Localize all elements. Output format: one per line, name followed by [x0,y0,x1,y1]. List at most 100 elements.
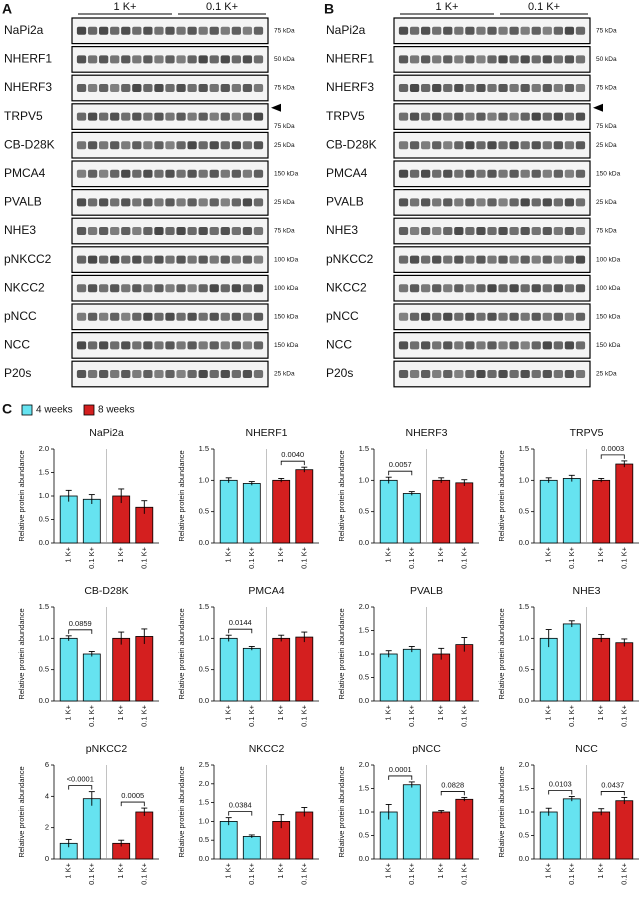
blot-band [409,370,420,378]
blot-band [198,141,208,150]
blot-band [253,341,264,350]
blot-band [165,55,175,64]
blot-band [465,55,475,64]
bar [219,479,238,544]
bar [82,798,101,860]
blot-band [454,284,464,293]
blot-band [542,55,552,64]
blot-band [476,55,486,64]
blot-band [564,26,575,35]
kda-marker: 25 kDa [274,142,295,149]
blot-band [242,370,253,378]
x-tick-label: 1 K+ [544,862,553,878]
blot-label: NKCC2 [4,280,45,294]
blot-band [187,341,197,350]
blot-band [421,312,431,321]
blot-band [242,312,253,321]
blot-band [242,55,253,64]
blot-band [531,141,541,150]
blot-label: pNCC [4,309,37,323]
y-tick-label: 1.0 [359,807,369,816]
blot-band [409,169,420,178]
blot-band [520,141,530,150]
blot-band [87,341,98,350]
blot-band [110,141,120,150]
blot-band [443,169,453,178]
bar [562,798,581,860]
blot-band [564,169,575,178]
y-tick-label: 1.5 [359,444,369,453]
blot-band [575,112,586,121]
x-tick-label: 1 K+ [384,704,393,720]
blot-label: PMCA4 [326,166,368,180]
blot-band [253,284,264,293]
blot-band [198,169,208,178]
blot-band [454,55,464,64]
blot-band [421,169,431,178]
blot-band [165,169,175,178]
blot-band [575,312,586,321]
blot-band [509,84,519,92]
y-tick-label: 1.0 [359,649,369,658]
blot-band [154,141,164,150]
blot-band [121,84,131,92]
blot-band [553,284,563,293]
blot-band [398,84,409,92]
blot-band [143,227,153,235]
blot-band [99,198,109,207]
y-tick-label: 1.0 [199,633,209,642]
blot-band [132,112,142,121]
blot-band [110,112,120,121]
p-value: 0.0001 [389,765,412,774]
bar [455,798,474,860]
blot-band [476,141,486,150]
blot-band [87,26,98,35]
significance-bracket [600,791,625,796]
blot-band [187,84,197,92]
blot-band [432,284,442,293]
blot-band [187,112,197,121]
x-tick-label: 1 K+ [436,546,445,562]
blot-band [165,284,175,293]
blot-band [553,55,563,64]
blot-band [575,227,586,235]
x-tick-label: 1 K+ [224,704,233,720]
blot-band [443,141,453,150]
x-tick-label: 1 K+ [544,546,553,562]
blot-band [87,169,98,178]
blot-band [542,169,552,178]
blot-band [76,284,87,293]
blot-band [564,312,575,321]
panel-label: B [324,1,334,17]
blot-band [409,312,420,321]
blot-band [542,84,552,92]
blot-band [209,55,219,64]
blot-band [154,370,164,378]
blot-band [454,341,464,350]
blot-band [553,112,563,121]
blot-band [87,141,98,150]
blot-band [443,112,453,121]
blot-label: CB-D28K [326,137,377,151]
y-tick-label: 1.0 [199,475,209,484]
blot-band [553,198,563,207]
x-tick-label: 1 K+ [116,704,125,720]
blot-band [143,341,153,350]
bar [295,811,314,860]
y-tick-label: 2.0 [39,444,49,453]
blot-label: NHERF1 [4,52,52,66]
blot-band [209,370,219,378]
blot-band [542,370,552,378]
blot-band [509,141,519,150]
x-tick-label: 1 K+ [224,546,233,562]
p-value: 0.0384 [229,801,252,810]
bar [432,479,451,544]
x-tick-label: 0.1 K+ [139,862,148,885]
kda-marker: 75 kDa [596,228,617,235]
blot-band [454,112,464,121]
blot-band [76,141,87,150]
x-tick-label: 0.1 K+ [247,546,256,569]
x-tick-label: 1 K+ [596,862,605,878]
blot-band [154,84,164,92]
blot-band [531,255,541,264]
